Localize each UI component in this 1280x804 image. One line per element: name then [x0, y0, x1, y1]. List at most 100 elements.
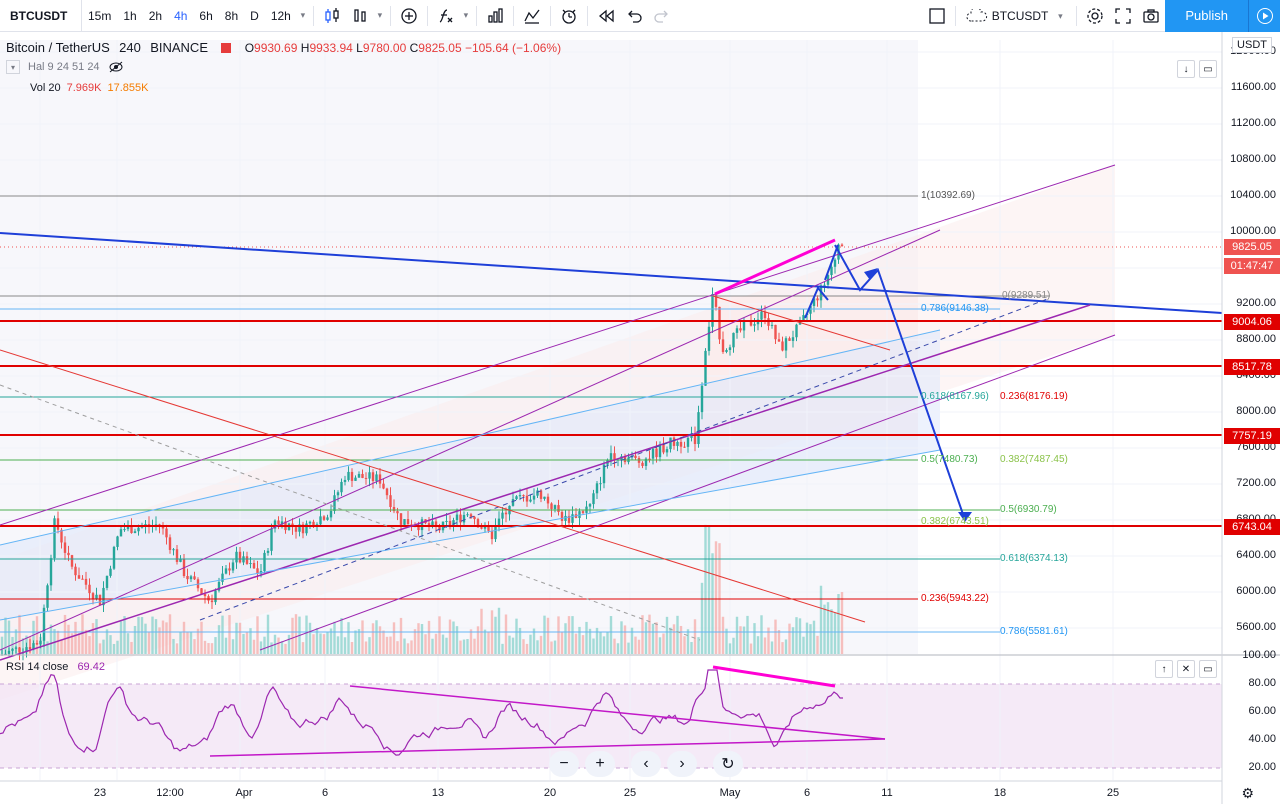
time-tick-label: 13	[431, 787, 445, 799]
interval-12h[interactable]: 12h	[270, 8, 291, 23]
toolbar-divider	[1076, 6, 1078, 26]
volume-bar	[557, 616, 560, 654]
volume-bar	[725, 628, 728, 654]
volume-bar	[560, 631, 564, 654]
move-down-icon[interactable]: ↓	[1177, 60, 1195, 78]
zoom-controls: − + ‹ › ↻	[549, 751, 743, 777]
interval-2h[interactable]: 2h	[148, 8, 163, 23]
price-tick-label: 11600.00	[1230, 81, 1276, 93]
rsi-support-trendline	[209, 738, 886, 757]
alert-icon[interactable]	[555, 0, 583, 32]
candle-body	[455, 514, 459, 521]
interval-d[interactable]: D	[250, 8, 259, 23]
hidden-eye-icon[interactable]	[108, 61, 124, 73]
maximize-pane-icon[interactable]: ▭	[1199, 660, 1217, 678]
volume-bar	[151, 616, 154, 654]
volume-bar	[354, 630, 357, 654]
zoom-out-icon[interactable]: −	[549, 751, 579, 777]
volume-bar	[756, 636, 760, 654]
main-pane-controls: ↓ ▭	[1177, 60, 1217, 78]
candle-body	[494, 525, 497, 540]
maximize-pane-icon[interactable]: ▭	[1199, 60, 1217, 78]
hal-indicator-legend[interactable]: ▾ Hal 9 24 51 24	[6, 60, 124, 74]
scroll-right-icon[interactable]: ›	[667, 751, 697, 777]
volume-bar	[46, 641, 49, 654]
publish-button[interactable]: Publish	[1165, 0, 1248, 32]
candle-body	[553, 505, 557, 509]
candle-body	[686, 437, 690, 447]
volume-bar	[693, 619, 697, 654]
interval-dropdown-icon[interactable]: ▾	[300, 10, 306, 20]
redo-icon[interactable]	[648, 0, 676, 32]
toolbar-divider	[586, 5, 588, 26]
candle-body	[431, 521, 434, 527]
candle-body	[238, 551, 242, 563]
candle-body	[536, 490, 539, 496]
volume-bar	[140, 617, 144, 654]
reset-chart-icon[interactable]: ↻	[713, 751, 743, 777]
close-icon[interactable]: ✕	[1177, 660, 1195, 678]
interval-1h[interactable]: 1h	[123, 8, 137, 23]
volume-legend[interactable]: Vol 20 7.969K 17.855K	[30, 82, 148, 94]
fib-level-label: 0.786(5581.61)	[1000, 626, 1068, 637]
volume-bar	[214, 637, 217, 654]
compare-dropdown-icon[interactable]: ▾	[1058, 10, 1063, 21]
volume-bar	[662, 633, 665, 654]
interval-6h[interactable]: 6h	[199, 8, 213, 23]
zoom-in-icon[interactable]: +	[585, 751, 615, 777]
templates-icon[interactable]	[518, 0, 546, 32]
candle-body	[462, 514, 466, 523]
chart-type-dropdown-icon[interactable]: ▾	[377, 10, 383, 20]
indicators-icon[interactable]	[432, 0, 460, 32]
volume-bar	[795, 617, 798, 654]
move-up-icon[interactable]: ↑	[1155, 660, 1173, 678]
volume-bar	[623, 625, 627, 654]
bars-icon[interactable]	[346, 0, 374, 32]
scroll-left-icon[interactable]: ‹	[631, 751, 661, 777]
interval-15m[interactable]: 15m	[88, 8, 112, 23]
snapshot-camera-icon[interactable]	[1137, 0, 1165, 32]
candle-body	[357, 473, 361, 478]
volume-bar	[49, 624, 53, 654]
price-tag: 8517.78	[1224, 359, 1280, 375]
candle-body	[91, 593, 95, 599]
candle-body	[11, 648, 14, 651]
volume-bar	[711, 553, 714, 654]
financials-icon[interactable]	[481, 0, 509, 32]
compare-add-icon[interactable]	[395, 0, 423, 32]
collapse-chevron-icon[interactable]: ▾	[6, 60, 20, 74]
interval-8h[interactable]: 8h	[224, 8, 239, 23]
candle-body	[599, 483, 602, 485]
volume-bar	[305, 615, 308, 654]
candle-body	[697, 412, 700, 445]
volume-bar	[452, 621, 455, 654]
candle-body	[504, 512, 508, 515]
time-tick-label: 25	[1106, 787, 1120, 799]
volume-bar	[588, 628, 592, 654]
compare-symbol[interactable]: BTCUSDT ▾	[960, 9, 1073, 23]
currency-label[interactable]: USDT	[1232, 37, 1272, 53]
candle-body	[704, 350, 707, 386]
replay-icon[interactable]	[592, 0, 620, 32]
undo-icon[interactable]	[620, 0, 648, 32]
candle-body	[770, 324, 774, 326]
candle-body	[301, 524, 305, 534]
fullscreen-icon[interactable]	[1109, 0, 1137, 32]
chart-settings-gear-icon[interactable]: ⚙	[1241, 785, 1254, 801]
interval-4h[interactable]: 4h	[174, 8, 188, 23]
candles-icon[interactable]	[318, 0, 346, 32]
symbol-title[interactable]: Bitcoin / TetherUS	[6, 40, 110, 55]
close-value: 9825.05	[418, 41, 462, 55]
symbol-search[interactable]: BTCUSDT	[0, 0, 82, 32]
volume-bar	[329, 628, 333, 654]
rsi-legend[interactable]: RSI 14 close 69.42	[6, 661, 105, 673]
rsi-line	[0, 669, 843, 756]
volume-bar	[655, 622, 658, 654]
stream-play-icon[interactable]	[1248, 0, 1280, 32]
volume-bar	[137, 616, 140, 654]
fib-level-label: 0.236(8176.19)	[1000, 391, 1068, 402]
settings-gear-icon[interactable]	[1081, 0, 1109, 32]
layout-icon[interactable]	[923, 0, 951, 32]
indicators-dropdown-icon[interactable]: ▾	[463, 10, 469, 20]
